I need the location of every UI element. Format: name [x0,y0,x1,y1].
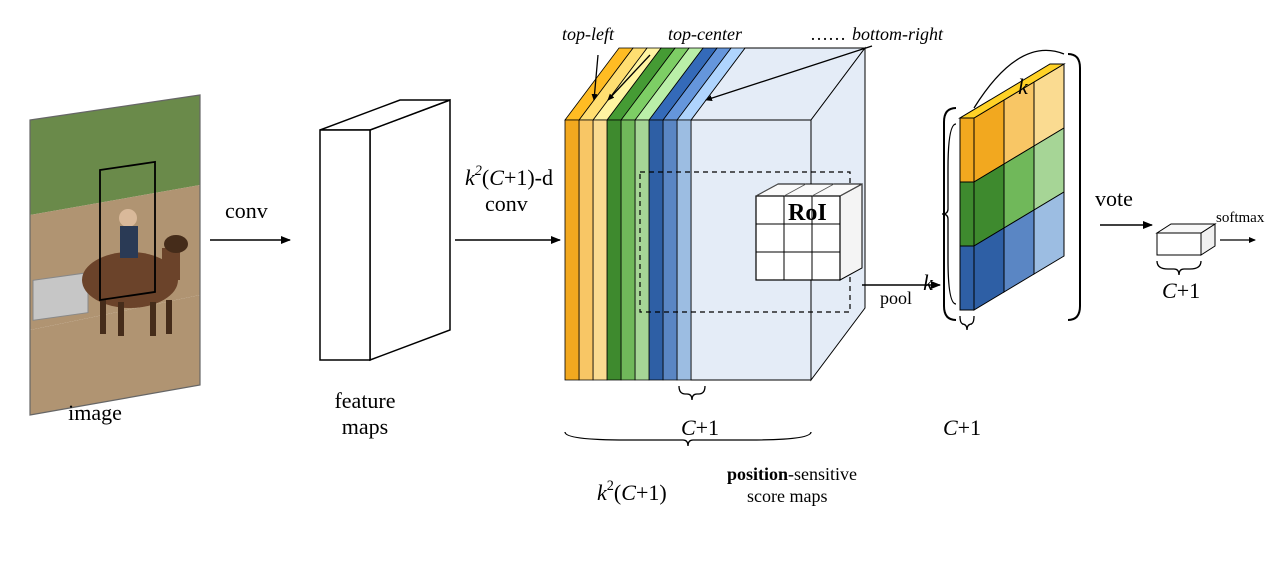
svg-text:conv: conv [485,191,528,216]
svg-text:RoI: RoI [788,200,827,226]
vote-box [1157,233,1201,255]
score-map-slab [607,120,621,380]
pooled-front-row [960,118,974,182]
score-map-slab [593,120,607,380]
score-map-slab [621,120,635,380]
svg-text:image: image [68,400,122,425]
score-map-slab [565,120,579,380]
svg-text:maps: maps [342,414,388,439]
svg-text:top-left: top-left [562,24,615,44]
svg-text:feature: feature [334,388,395,413]
svg-text:bottom-right: bottom-right [852,24,944,44]
feature-maps-side [370,100,450,360]
pooled-front-row [960,246,974,310]
svg-text:pool: pool [880,288,912,308]
rfcn-architecture: imageconvfeaturemapsk2(C+1)-dconvRoItop-… [0,0,1272,564]
score-map-slab [677,120,691,380]
svg-text:k: k [1018,74,1029,99]
svg-text:……: …… [810,24,846,44]
svg-text:k2(C+1): k2(C+1) [597,478,667,505]
score-map-slab [663,120,677,380]
svg-text:softmax: softmax [1216,210,1265,226]
feature-maps-front [320,130,370,360]
score-map-slab [649,120,663,380]
svg-text:score maps: score maps [747,486,827,506]
svg-text:C+1: C+1 [1162,278,1200,303]
svg-text:k2(C+1)-d: k2(C+1)-d [465,163,553,190]
svg-text:C+1: C+1 [681,415,719,440]
svg-text:conv: conv [225,198,268,223]
pooled-front-row [960,182,974,246]
score-map-slab [579,120,593,380]
svg-text:vote: vote [1095,186,1133,211]
svg-text:top-center: top-center [668,24,743,44]
input-image [30,95,200,415]
score-map-slab [635,120,649,380]
svg-text:position-sensitive: position-sensitive [727,464,857,484]
svg-text:k: k [923,270,934,295]
svg-text:C+1: C+1 [943,415,981,440]
